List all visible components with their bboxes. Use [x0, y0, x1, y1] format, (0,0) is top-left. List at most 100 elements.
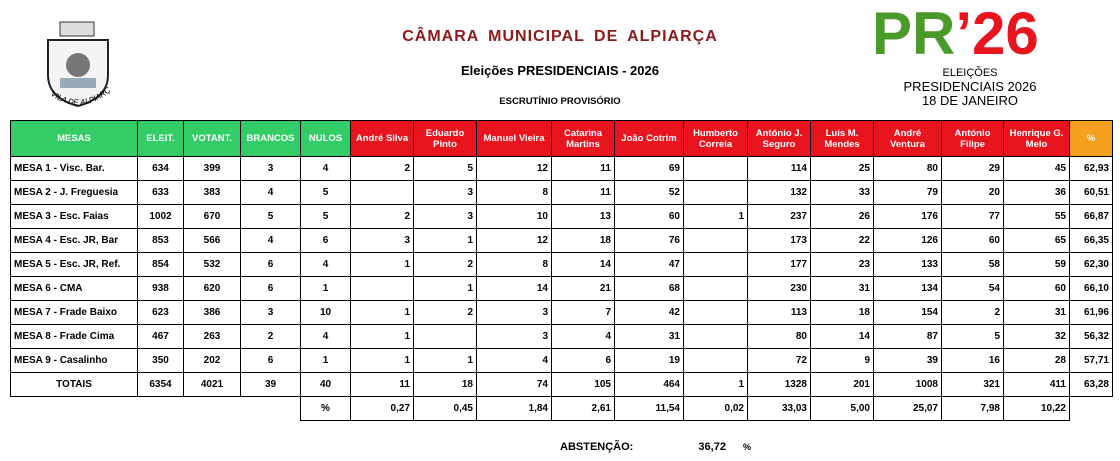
cell: 105 [551, 372, 615, 397]
cell: 399 [183, 156, 241, 181]
cell: 26 [810, 204, 874, 229]
cell: 18 [810, 300, 874, 325]
cell: 31 [810, 276, 874, 301]
cell: 19 [614, 348, 684, 373]
logo: PR’26 [872, 2, 1072, 66]
cell: 60 [941, 228, 1004, 253]
cell: 56,32 [1069, 324, 1113, 349]
percent-row: % 0,27 0,45 1,84 2,61 11,54 0,02 33,03 5,00 25,07… [11, 396, 1113, 421]
cell: 620 [183, 276, 241, 301]
cell: 6354 [137, 372, 184, 397]
status: ESCRUTÍNIO PROVISÓRIO [499, 96, 621, 107]
cell: 201 [810, 372, 874, 397]
cell: 80 [873, 156, 942, 181]
percent-cell: 0,45 [413, 396, 477, 421]
cell: 3 [476, 300, 552, 325]
cell: 18 [551, 228, 615, 253]
cell: 6 [551, 348, 615, 373]
cell: 10 [476, 204, 552, 229]
cell: 14 [476, 276, 552, 301]
cell: 6 [240, 348, 301, 373]
row-label: MESA 2 - J. Freguesia [10, 180, 138, 205]
cell: 3 [240, 156, 301, 181]
cell: 1002 [137, 204, 184, 229]
cell: 464 [614, 372, 684, 397]
cell: 1 [413, 276, 477, 301]
percent-cell: 2,61 [551, 396, 615, 421]
cell: 6 [240, 276, 301, 301]
cell: 28 [1003, 348, 1070, 373]
cell: 2 [413, 300, 477, 325]
data-row: MESA 6 - CMA 938 620 6 1 1 14 21 68 230 31 134 54 60 6… [10, 276, 1113, 301]
cell: 11 [350, 372, 414, 397]
cell: 74 [476, 372, 552, 397]
cell: 20 [941, 180, 1004, 205]
cell: 2 [350, 156, 414, 181]
cell: 134 [873, 276, 942, 301]
cell: 853 [137, 228, 184, 253]
cell: 5 [413, 156, 477, 181]
logo-part: ’ [955, 0, 973, 67]
row-label: TOTAIS [10, 372, 138, 397]
cell: 2 [350, 204, 414, 229]
cell: 77 [941, 204, 1004, 229]
crest: VILA DE ALPIARÇA [38, 20, 112, 107]
percent-cell: 0,02 [683, 396, 748, 421]
cell: 1 [300, 276, 351, 301]
cell: 14 [551, 252, 615, 277]
cell: 62,93 [1069, 156, 1113, 181]
cell: 5 [300, 180, 351, 205]
cell: 57,71 [1069, 348, 1113, 373]
cell: 3 [413, 204, 477, 229]
cell: 633 [137, 180, 184, 205]
cell: 12 [476, 228, 552, 253]
cell: 3 [413, 180, 477, 205]
cell: 31 [614, 324, 684, 349]
cell [683, 276, 748, 301]
column-header: Luís M. Mendes [810, 120, 874, 157]
percent-cell: % [300, 396, 351, 421]
cell: 154 [873, 300, 942, 325]
cell: 532 [183, 252, 241, 277]
cell: 566 [183, 228, 241, 253]
cell: 3 [240, 300, 301, 325]
cell: 623 [137, 300, 184, 325]
cell: 42 [614, 300, 684, 325]
cell: 32 [1003, 324, 1070, 349]
cell: 467 [137, 324, 184, 349]
cell: 1 [350, 324, 414, 349]
cell: 1 [683, 204, 748, 229]
column-header: Humberto Correia [683, 120, 748, 157]
cell: 13 [551, 204, 615, 229]
abstention-label: ABSTENÇÃO: [560, 441, 634, 453]
cell: 4 [476, 348, 552, 373]
cell: 45 [1003, 156, 1070, 181]
row-label: MESA 8 - Frade Cima [10, 324, 138, 349]
percent-cell: 33,03 [747, 396, 811, 421]
cell: 4 [240, 228, 301, 253]
cell: 350 [137, 348, 184, 373]
column-header: Henrique G. Melo [1003, 120, 1070, 157]
logo-line: 18 DE JANEIRO [921, 93, 1019, 108]
cell: 237 [747, 204, 811, 229]
cell [683, 156, 748, 181]
cell: 854 [137, 252, 184, 277]
column-header: NULOS [300, 120, 351, 157]
row-label: MESA 9 - Casalinho [10, 348, 138, 373]
cell: 39 [240, 372, 301, 397]
spacer [11, 397, 301, 421]
cell: 10 [300, 300, 351, 325]
cell: 2 [413, 252, 477, 277]
row-label: MESA 4 - Esc. JR, Bar [10, 228, 138, 253]
data-row: TOTAIS 6354 4021 39 40 11 18 74 105 464 1 1328 201 10… [10, 372, 1113, 397]
cell: 36 [1003, 180, 1070, 205]
data-row: MESA 4 - Esc. JR, Bar 853 566 4 6 3 1 12 18 76 173… [10, 228, 1113, 253]
percent-cell: 7,98 [941, 396, 1004, 421]
logo-lines: ELEIÇÕES PRESIDENCIAIS 2026 18 DE JANEIR… [880, 66, 1060, 108]
cell [683, 180, 748, 205]
cell: 29 [941, 156, 1004, 181]
cell [683, 228, 748, 253]
header-row: MESAS ELEIT. VOTANT. BRANCOS NULOS André Silv… [10, 120, 1113, 157]
cell: 202 [183, 348, 241, 373]
